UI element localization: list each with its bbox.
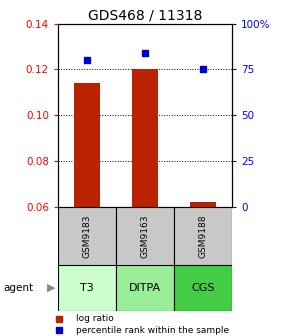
Text: DITPA: DITPA <box>129 283 161 293</box>
Text: ▶: ▶ <box>46 283 55 293</box>
Text: GDS468 / 11318: GDS468 / 11318 <box>88 8 202 22</box>
Text: T3: T3 <box>80 283 94 293</box>
Text: agent: agent <box>3 283 33 293</box>
Bar <box>132 69 158 207</box>
Text: GSM9188: GSM9188 <box>198 214 208 258</box>
Text: CGS: CGS <box>191 283 215 293</box>
Bar <box>74 83 100 207</box>
Bar <box>58 207 116 265</box>
Bar <box>174 265 232 311</box>
Bar <box>174 207 232 265</box>
Bar <box>190 202 216 207</box>
Text: log ratio: log ratio <box>76 314 114 323</box>
Bar <box>58 265 116 311</box>
Bar <box>116 265 174 311</box>
Text: percentile rank within the sample: percentile rank within the sample <box>76 326 229 335</box>
Text: GSM9183: GSM9183 <box>82 214 92 258</box>
Text: GSM9163: GSM9163 <box>140 214 150 258</box>
Bar <box>116 207 174 265</box>
